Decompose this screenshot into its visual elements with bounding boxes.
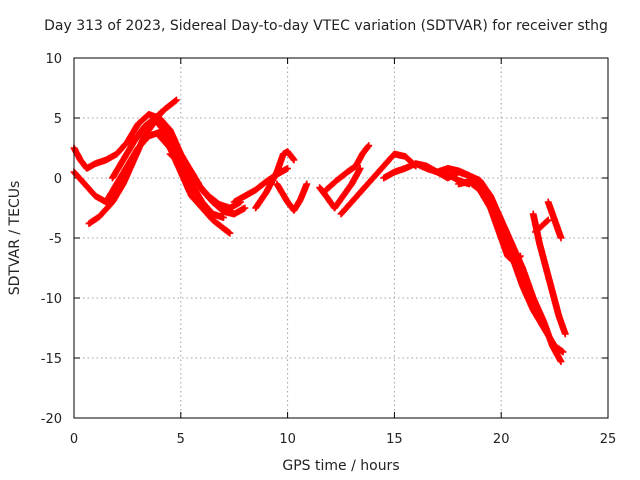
point-markers (252, 148, 298, 212)
y-tick-label: 0 (54, 172, 62, 187)
x-axis-label: GPS time / hours (282, 458, 399, 474)
y-axis-ticks: -20 -15 -10 -5 0 5 10 (41, 52, 608, 427)
x-tick-label: 15 (386, 432, 403, 447)
point-markers (544, 198, 565, 242)
x-tick-label: 20 (493, 432, 510, 447)
series-pass-11 (316, 165, 364, 212)
chart-title: Day 313 of 2023, Sidereal Day-to-day VTE… (44, 18, 608, 34)
series-pass-7 (166, 150, 249, 218)
series-pass-9 (252, 148, 298, 212)
point-markers (85, 108, 165, 227)
x-tick-label: 5 (177, 432, 185, 447)
y-tick-label: -20 (41, 412, 62, 427)
point-markers (109, 96, 180, 182)
x-axis-ticks: 0 5 10 15 20 25 (70, 58, 616, 447)
plot-frame (73, 57, 609, 419)
series-pass-10 (273, 180, 311, 214)
point-markers (166, 150, 249, 218)
point-markers (316, 165, 364, 212)
series-pass-17 (455, 178, 524, 266)
point-markers (455, 178, 524, 266)
point-markers (273, 180, 311, 214)
y-tick-label: 5 (54, 112, 62, 127)
y-tick-label: -15 (41, 352, 62, 367)
x-tick-label: 25 (600, 432, 617, 447)
y-axis-label: SDTVAR / TECUs (7, 181, 23, 296)
point-markers (337, 150, 420, 218)
y-tick-label: -10 (41, 292, 62, 307)
point-markers (322, 142, 373, 194)
series-pass-13 (337, 150, 420, 218)
x-tick-label: 0 (70, 432, 78, 447)
point-markers (532, 216, 552, 236)
x-tick-label: 10 (279, 432, 296, 447)
series-pass-19 (532, 216, 552, 236)
series-pass-12 (322, 142, 373, 194)
series-pass-4 (109, 96, 180, 182)
series-pass-20 (544, 198, 565, 242)
series-pass-3 (85, 108, 165, 227)
y-tick-label: 10 (45, 52, 62, 67)
y-tick-label: -5 (49, 232, 62, 247)
